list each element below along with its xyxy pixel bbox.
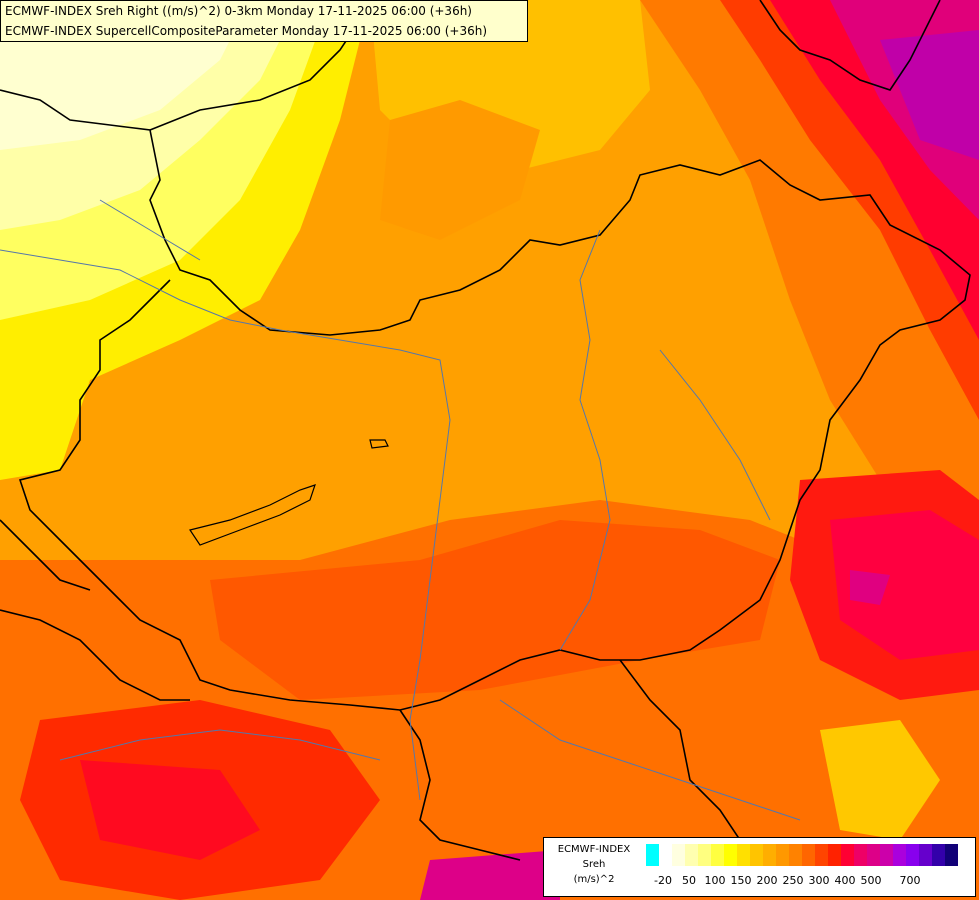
legend-swatch (711, 844, 724, 866)
legend-swatch (750, 844, 763, 866)
legend-unit: (m/s)^2 (573, 874, 615, 885)
legend-tick-label: 700 (899, 874, 921, 887)
legend-tick-label: 200 (756, 874, 778, 887)
legend-swatch (841, 844, 854, 866)
legend-swatch (685, 844, 698, 866)
field-crimson-se (830, 510, 979, 660)
field-purple-ne (880, 30, 979, 160)
field-redorange-south (210, 520, 780, 700)
legend-swatch (880, 844, 893, 866)
legend-variable: Sreh (582, 859, 606, 870)
legend-swatch (763, 844, 776, 866)
title-line-2: ECMWF-INDEX SupercellCompositeParameter … (5, 24, 488, 38)
legend-swatch (932, 844, 945, 866)
map-title-box: ECMWF-INDEX Sreh Right ((m/s)^2) 0-3km M… (0, 0, 528, 42)
legend-swatch (789, 844, 802, 866)
field-yellow-se (820, 720, 940, 840)
legend-swatch (698, 844, 711, 866)
legend-swatch (893, 844, 906, 866)
rivers (0, 199, 801, 821)
legend-swatch (945, 844, 958, 866)
legend-swatch (867, 844, 880, 866)
legend-tick-label: 300 (808, 874, 830, 887)
legend-tick-label: 500 (860, 874, 882, 887)
legend-source: ECMWF-INDEX (557, 844, 631, 855)
legend-swatch (906, 844, 919, 866)
legend-swatch (828, 844, 841, 866)
legend-swatch (737, 844, 750, 866)
legend-swatches (646, 844, 958, 866)
legend-tick-label: 250 (782, 874, 804, 887)
legend-tick-label: -20 (654, 874, 672, 887)
legend-ticks: -20 50 100 150 200 250 300 400 500 700 (646, 874, 976, 890)
legend-tick-label: 50 (682, 874, 696, 887)
legend-swatch (854, 844, 867, 866)
field-orange-north (380, 100, 540, 240)
field-crimson-sw (80, 760, 260, 860)
legend-swatch (802, 844, 815, 866)
title-line-1: ECMWF-INDEX Sreh Right ((m/s)^2) 0-3km M… (5, 4, 472, 18)
legend-swatch (919, 844, 932, 866)
legend-swatch (724, 844, 737, 866)
field-magenta-se (850, 570, 890, 605)
legend-swatch (815, 844, 828, 866)
legend-title: ECMWF-INDEX Sreh (m/s)^2 (546, 842, 642, 887)
legend-swatch (672, 844, 685, 866)
field-magenta-south (420, 850, 560, 900)
legend-tick-label: 150 (730, 874, 752, 887)
color-legend: ECMWF-INDEX Sreh (m/s)^2 -20 50 100 150 200 2… (543, 837, 976, 897)
legend-tick-label: 100 (704, 874, 726, 887)
lakes (189, 439, 389, 546)
legend-swatch (776, 844, 789, 866)
legend-swatch (646, 844, 659, 866)
legend-tick-label: 400 (834, 874, 856, 887)
legend-swatch (659, 844, 672, 866)
